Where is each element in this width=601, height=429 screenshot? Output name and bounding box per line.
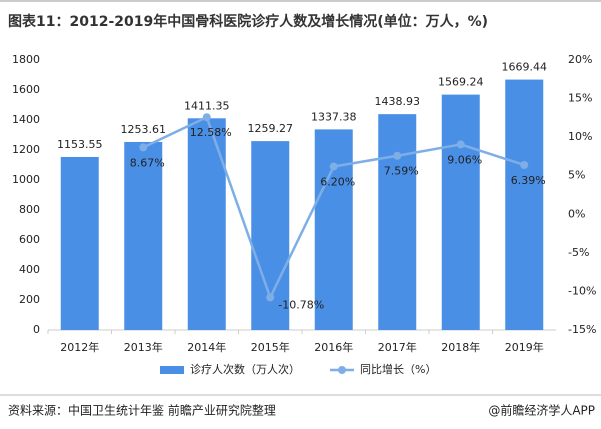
y-tick-label: 1800 bbox=[12, 53, 40, 66]
y-tick-label: 600 bbox=[19, 233, 40, 246]
y2-tick-label: 20% bbox=[568, 53, 592, 66]
y2-tick-label: -10% bbox=[568, 284, 596, 297]
line-marker bbox=[202, 113, 211, 122]
y2-tick-label: 0% bbox=[568, 207, 585, 220]
y-tick-label: 1600 bbox=[12, 83, 40, 96]
bar bbox=[187, 118, 226, 330]
line-label: 6.39% bbox=[511, 174, 546, 187]
chart-title: 图表11：2012-2019年中国骨科医院诊疗人数及增长情况(单位：万人，%) bbox=[8, 13, 488, 30]
legend-swatch bbox=[160, 366, 184, 374]
bar bbox=[505, 79, 544, 330]
line-label: 12.58% bbox=[190, 126, 232, 139]
source: 资料来源：中国卫生统计年鉴 前瞻产业研究院整理 bbox=[8, 403, 276, 418]
bar bbox=[60, 156, 99, 330]
legend-label: 同比增长（%） bbox=[360, 362, 436, 376]
line-label: 6.20% bbox=[320, 175, 355, 188]
y-tick-label: 1400 bbox=[12, 113, 40, 126]
x-tick-label: 2012年 bbox=[60, 340, 99, 354]
bar-label: 1438.93 bbox=[375, 95, 421, 108]
line-marker bbox=[266, 293, 275, 302]
y2-tick-label: -5% bbox=[568, 246, 589, 259]
bar bbox=[441, 94, 480, 330]
y2-tick-label: 15% bbox=[568, 92, 592, 105]
x-tick-label: 2015年 bbox=[251, 340, 290, 354]
y2-tick-label: 10% bbox=[568, 130, 592, 143]
y-tick-label: 0 bbox=[33, 323, 40, 336]
bar-label: 1259.27 bbox=[248, 122, 294, 135]
x-tick-label: 2019年 bbox=[505, 340, 544, 354]
y-tick-label: 1200 bbox=[12, 143, 40, 156]
x-tick-label: 2016年 bbox=[314, 340, 353, 354]
bar bbox=[378, 114, 417, 331]
x-tick-label: 2014年 bbox=[187, 340, 226, 354]
x-tick-label: 2017年 bbox=[378, 340, 417, 354]
bar-label: 1569.24 bbox=[438, 76, 484, 89]
line-label: 9.06% bbox=[447, 153, 482, 166]
line-label: 7.59% bbox=[384, 165, 419, 178]
line-marker bbox=[520, 160, 529, 169]
x-tick-label: 2013年 bbox=[124, 340, 163, 354]
y2-tick-label: -15% bbox=[568, 323, 596, 336]
y-tick-label: 1000 bbox=[12, 173, 40, 186]
line-marker bbox=[329, 162, 338, 171]
y-tick-label: 400 bbox=[19, 263, 40, 276]
credit: @前瞻经济学人APP bbox=[488, 403, 595, 418]
y2-tick-label: 5% bbox=[568, 169, 585, 182]
line-label: -10.78% bbox=[278, 298, 324, 311]
line-label: 8.67% bbox=[130, 156, 165, 169]
bar-label: 1253.61 bbox=[121, 123, 167, 136]
bar-label: 1153.55 bbox=[57, 138, 103, 151]
legend-swatch bbox=[338, 366, 346, 374]
bar-label: 1669.44 bbox=[502, 61, 548, 74]
bar-label: 1411.35 bbox=[184, 99, 230, 112]
bar bbox=[124, 141, 163, 330]
bar-label: 1337.38 bbox=[311, 110, 357, 123]
line-marker bbox=[456, 140, 465, 149]
legend-label: 诊疗人次数（万人次） bbox=[190, 362, 300, 376]
x-tick-label: 2018年 bbox=[441, 340, 480, 354]
y-tick-label: 200 bbox=[19, 293, 40, 306]
line-marker bbox=[393, 151, 402, 160]
line-marker bbox=[139, 143, 148, 152]
y-tick-label: 800 bbox=[19, 203, 40, 216]
